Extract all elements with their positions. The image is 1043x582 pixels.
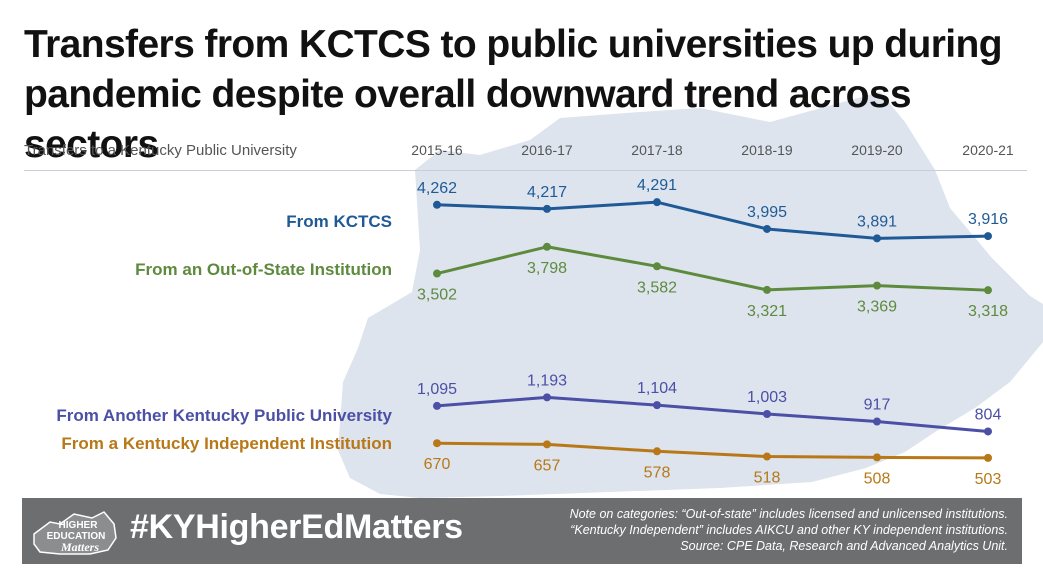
series-line bbox=[436, 441, 989, 460]
hashtag: #KYHigherEdMatters bbox=[130, 508, 463, 546]
data-label: 503 bbox=[975, 471, 1002, 488]
data-point bbox=[873, 281, 881, 290]
data-point bbox=[543, 242, 551, 251]
series-label: From Another Kentucky Public University bbox=[56, 406, 392, 425]
logo-text-2: EDUCATION bbox=[47, 531, 106, 542]
data-point bbox=[984, 453, 992, 462]
data-label: 3,891 bbox=[857, 213, 897, 230]
data-label: 1,003 bbox=[747, 389, 787, 406]
source-note: Note on categories: “Out-of-state” inclu… bbox=[488, 506, 1008, 554]
data-label: 3,318 bbox=[968, 303, 1008, 320]
note-line-1: Note on categories: “Out-of-state” inclu… bbox=[569, 507, 1008, 521]
logo-text-3: Matters bbox=[60, 540, 99, 554]
data-point bbox=[763, 224, 771, 233]
data-label: 3,582 bbox=[637, 279, 677, 296]
data-label: 508 bbox=[864, 470, 891, 487]
data-point bbox=[873, 417, 881, 426]
data-label: 3,916 bbox=[968, 211, 1008, 228]
data-point bbox=[653, 447, 661, 456]
series-label: From KCTCS bbox=[286, 212, 392, 231]
series-0: 4,262 4,217 4,291 3,995 3,891 3,916 From KCTCS bbox=[286, 177, 1008, 243]
data-point bbox=[984, 427, 992, 436]
year-header-2017-18: 2017-18 bbox=[631, 142, 683, 158]
series-3: 670 657 578 518 508 503 From a Kentucky Indepe… bbox=[61, 434, 1001, 488]
data-point bbox=[433, 401, 441, 410]
higher-education-matters-logo: HIGHER EDUCATION Matters bbox=[33, 511, 117, 555]
data-point bbox=[433, 269, 441, 278]
data-label: 1,095 bbox=[417, 381, 457, 398]
note-line-3: Source: CPE Data, Research and Advanced … bbox=[680, 539, 1008, 553]
data-label: 804 bbox=[975, 406, 1002, 423]
data-point bbox=[763, 409, 771, 418]
title-line-1: Transfers from KCTCS to public universit… bbox=[24, 23, 1003, 66]
data-point bbox=[763, 452, 771, 461]
data-point bbox=[543, 440, 551, 449]
data-label: 518 bbox=[754, 470, 781, 487]
data-label: 3,321 bbox=[747, 303, 787, 320]
data-label: 4,217 bbox=[527, 184, 567, 201]
data-label: 4,262 bbox=[417, 180, 457, 197]
data-point bbox=[653, 401, 661, 410]
chart-subtitle: Transfers to a Kentucky Public Universit… bbox=[24, 142, 297, 159]
data-point bbox=[653, 198, 661, 207]
data-label: 578 bbox=[644, 464, 671, 481]
data-point bbox=[543, 204, 551, 213]
data-label: 657 bbox=[534, 457, 561, 474]
data-point bbox=[653, 262, 661, 271]
data-label: 1,104 bbox=[637, 380, 677, 397]
footer-banner: HIGHER EDUCATION Matters #KYHigherEdMatt… bbox=[22, 498, 1022, 564]
series-2: 1,095 1,193 1,104 1,003 917 804 From Another K… bbox=[56, 372, 1002, 436]
series-line bbox=[436, 200, 989, 240]
data-point bbox=[433, 439, 441, 448]
logo-text-1: HIGHER bbox=[59, 520, 99, 531]
data-label: 3,369 bbox=[857, 299, 897, 316]
series-label: From an Out-of-State Institution bbox=[135, 260, 392, 279]
data-point bbox=[873, 234, 881, 243]
title-line-2: pandemic despite overall downward trend … bbox=[24, 73, 912, 166]
data-label: 917 bbox=[864, 397, 891, 414]
data-point bbox=[433, 200, 441, 209]
series-label: From a Kentucky Independent Institution bbox=[61, 434, 392, 453]
year-header-2018-19: 2018-19 bbox=[741, 142, 793, 158]
year-header-2015-16: 2015-16 bbox=[411, 142, 463, 158]
data-point bbox=[543, 393, 551, 402]
data-point bbox=[984, 286, 992, 295]
data-label: 4,291 bbox=[637, 177, 677, 194]
data-label: 3,798 bbox=[527, 260, 567, 277]
data-label: 3,995 bbox=[747, 204, 787, 221]
data-label: 670 bbox=[424, 456, 451, 473]
series-line bbox=[436, 395, 989, 433]
data-point bbox=[873, 453, 881, 462]
data-label: 1,193 bbox=[527, 372, 567, 389]
data-point bbox=[984, 232, 992, 241]
year-header-2020-21: 2020-21 bbox=[962, 142, 1014, 158]
note-line-2: “Kentucky Independent” includes AIKCU an… bbox=[570, 523, 1008, 537]
year-header-2019-20: 2019-20 bbox=[851, 142, 903, 158]
data-label: 3,502 bbox=[417, 287, 457, 304]
year-header-2016-17: 2016-17 bbox=[521, 142, 573, 158]
series-line bbox=[436, 245, 989, 292]
header-divider bbox=[24, 170, 1027, 171]
chart-title: Transfers from KCTCS to public universit… bbox=[24, 20, 1024, 170]
series-1: 3,502 3,798 3,582 3,321 3,369 3,318 From an Ou… bbox=[135, 242, 1008, 320]
data-point bbox=[763, 285, 771, 294]
